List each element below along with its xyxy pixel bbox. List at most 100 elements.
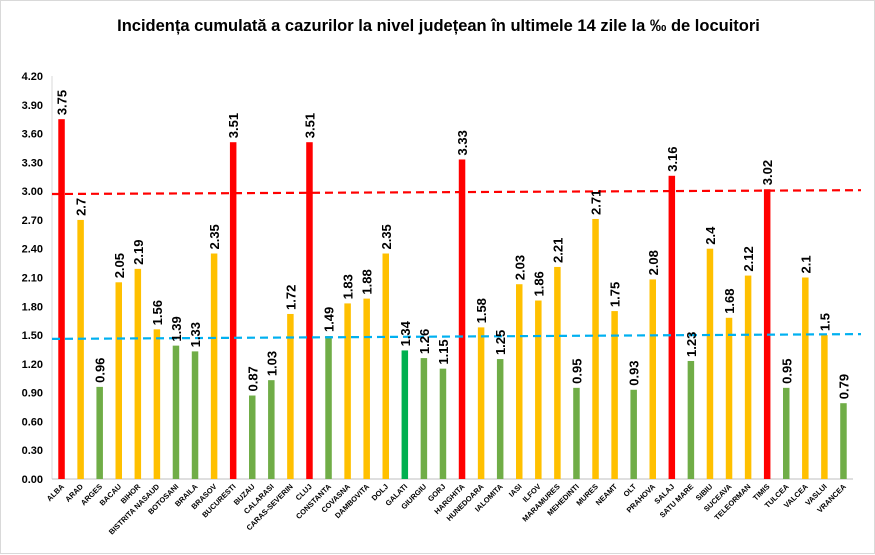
y-tick-label: 1.20 <box>22 359 43 371</box>
data-label: 2.35 <box>379 224 394 249</box>
data-label: 0.95 <box>779 359 794 384</box>
data-label: 2.71 <box>589 190 604 215</box>
x-tick-label: ALBA <box>45 482 67 504</box>
bar <box>363 298 370 479</box>
data-label: 2.1 <box>798 255 813 273</box>
bar <box>649 279 656 479</box>
y-tick-label: 3.00 <box>22 186 43 198</box>
data-label: 1.39 <box>169 316 184 341</box>
bar <box>325 336 332 479</box>
data-label: 3.51 <box>226 113 241 138</box>
data-label: 1.86 <box>531 271 546 296</box>
bar <box>268 380 275 479</box>
bar <box>153 329 161 479</box>
data-label: 1.23 <box>684 332 699 357</box>
data-label: 0.95 <box>569 359 584 384</box>
bar <box>783 387 790 479</box>
data-label: 1.88 <box>360 269 375 294</box>
bar <box>96 386 103 479</box>
data-label: 0.96 <box>93 358 108 383</box>
y-tick-label: 1.80 <box>22 301 43 313</box>
bar <box>306 142 313 479</box>
data-label: 2.05 <box>112 253 127 278</box>
data-label: 0.79 <box>836 374 851 399</box>
bar <box>115 282 122 479</box>
bar <box>630 389 637 479</box>
data-label: 3.51 <box>302 113 317 138</box>
y-tick-label: 1.50 <box>22 330 43 342</box>
reference-lines <box>51 189 862 341</box>
data-label: 2.7 <box>74 198 89 216</box>
bar <box>687 360 695 479</box>
y-tick-label: 0.30 <box>22 445 43 457</box>
chart-title: Incidența cumulată a cazurilor la nivel … <box>117 17 760 35</box>
x-tick-label: NEAMT <box>594 482 620 508</box>
data-label: 1.58 <box>474 298 489 323</box>
bar <box>229 142 237 479</box>
data-label: 2.03 <box>512 255 527 280</box>
data-label: 1.75 <box>608 282 623 307</box>
data-label: 1.56 <box>150 300 165 325</box>
bar <box>802 277 809 479</box>
y-axis-ticks: 0.00 0.30 0.60 0.90 1.20 1.50 1.80 2.10 2.40 2.70… <box>22 71 43 486</box>
bar <box>77 219 84 479</box>
data-label: 3.75 <box>55 90 70 115</box>
bar <box>172 345 180 479</box>
y-tick-label: 0.00 <box>22 474 43 486</box>
bar <box>287 313 294 479</box>
data-label: 3.33 <box>455 130 470 155</box>
bar <box>344 303 351 479</box>
data-label: 0.93 <box>627 360 642 385</box>
bar <box>458 159 466 479</box>
data-label: 1.5 <box>817 313 832 331</box>
data-label: 1.68 <box>722 288 737 313</box>
bar <box>611 311 618 479</box>
data-label: 1.15 <box>436 339 451 364</box>
bar <box>420 358 428 479</box>
y-tick-label: 2.70 <box>22 215 43 227</box>
bar <box>496 359 504 479</box>
reference-line <box>51 189 862 196</box>
data-label: 1.03 <box>264 351 279 376</box>
bar <box>477 327 485 479</box>
bar <box>725 317 733 479</box>
y-tick-label: 0.90 <box>22 388 43 400</box>
bar <box>382 253 389 479</box>
data-label: 3.02 <box>760 160 775 185</box>
bars <box>58 119 847 480</box>
bar <box>401 350 409 479</box>
bar <box>821 335 828 479</box>
data-label: 0.87 <box>245 366 260 391</box>
y-tick-label: 4.20 <box>22 71 43 83</box>
y-tick-label: 3.60 <box>22 129 43 141</box>
data-label: 1.72 <box>283 285 298 310</box>
y-tick-label: 2.40 <box>22 244 43 256</box>
bar <box>58 119 65 479</box>
y-tick-label: 0.60 <box>22 416 43 428</box>
bar <box>535 300 542 479</box>
bar <box>134 268 142 479</box>
data-label: 2.4 <box>703 226 718 245</box>
data-label: 2.19 <box>131 240 146 265</box>
data-label: 2.21 <box>550 238 565 263</box>
bar <box>744 275 752 479</box>
y-tick-label: 3.30 <box>22 157 43 169</box>
y-tick-label: 2.10 <box>22 273 43 285</box>
y-tick-label: 3.90 <box>22 100 43 112</box>
bar <box>516 284 523 479</box>
data-labels: 3.75 2.7 0.96 2.05 2.19 1.56 1.39 1.33 2.35 3.51 0… <box>55 90 852 399</box>
data-label: 3.16 <box>665 146 680 171</box>
bar <box>706 248 714 479</box>
bar <box>439 368 447 479</box>
bar <box>210 253 218 479</box>
data-label: 1.49 <box>322 307 337 332</box>
bar <box>592 218 599 479</box>
data-label: 1.25 <box>493 330 508 355</box>
data-label: 1.83 <box>341 274 356 299</box>
data-label: 2.35 <box>207 224 222 249</box>
data-label: 1.33 <box>188 322 203 347</box>
data-label: 2.12 <box>741 246 756 271</box>
